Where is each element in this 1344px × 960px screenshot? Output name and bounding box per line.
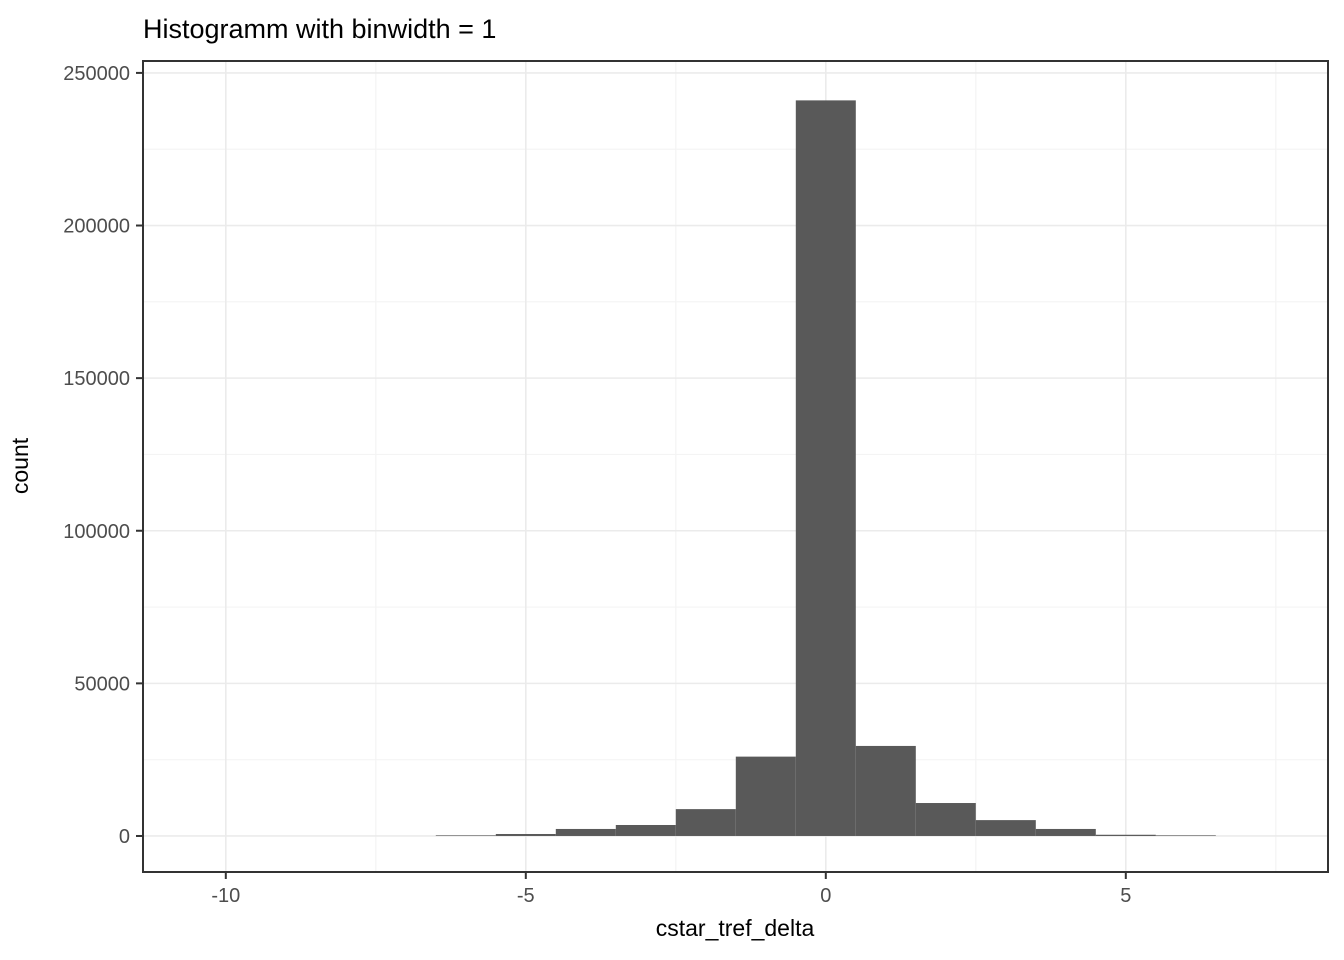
histogram-bars xyxy=(435,100,1216,836)
x-tick-label: -10 xyxy=(211,885,240,907)
histogram-bar xyxy=(495,833,556,836)
x-tick-label: 0 xyxy=(820,885,831,907)
histogram-bar xyxy=(555,828,616,836)
histogram-bar xyxy=(795,100,856,836)
y-tick-label: 250000 xyxy=(63,63,130,85)
axis-ticks xyxy=(136,71,1127,879)
histogram-bar xyxy=(735,756,796,836)
histogram-bar xyxy=(435,835,496,836)
plot-panel xyxy=(143,61,1328,872)
histogram-bar xyxy=(855,745,916,836)
histogram-bar xyxy=(975,820,1036,836)
histogram-bar xyxy=(1035,828,1096,836)
x-tick-label: -5 xyxy=(517,885,535,907)
y-tick-label: 200000 xyxy=(63,216,130,238)
x-axis-title: cstar_tref_delta xyxy=(656,915,815,941)
axis-tick-labels: -10 -5 0 5 0 50000 100000 150000 200000 250000 xyxy=(63,63,1131,907)
y-tick-label: 150000 xyxy=(63,368,130,390)
histogram-bar xyxy=(915,803,976,836)
y-tick-label: 50000 xyxy=(74,673,130,695)
histogram-bar xyxy=(1095,834,1156,836)
y-tick-label: 100000 xyxy=(63,521,130,543)
x-tick-label: 5 xyxy=(1120,885,1131,907)
plot-title: Histogramm with binwidth = 1 xyxy=(143,14,496,44)
histogram-bar xyxy=(1155,835,1216,836)
gridlines-minor xyxy=(143,61,1328,872)
histogram-bar xyxy=(615,824,676,836)
histogram-bar xyxy=(675,809,736,836)
y-axis-title: count xyxy=(7,437,33,494)
y-tick-label: 0 xyxy=(119,826,130,848)
panel-border xyxy=(142,60,1329,873)
